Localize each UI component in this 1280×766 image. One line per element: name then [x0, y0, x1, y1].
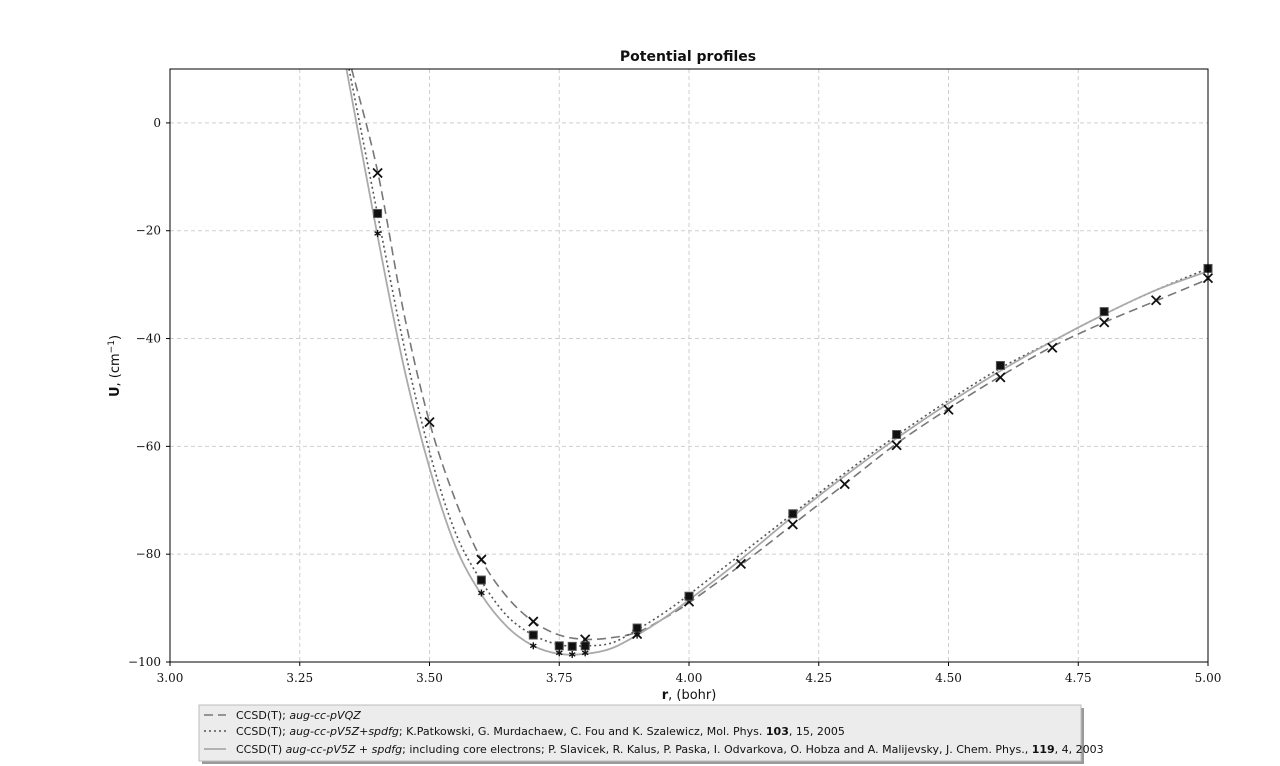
square-marker: [1099, 307, 1109, 317]
legend-entry-1: CCSD(T); aug-cc-pVQZ: [236, 709, 361, 722]
x-tick-label: 3.75: [546, 671, 573, 685]
square-marker: [373, 208, 383, 218]
star-marker: [478, 589, 485, 597]
x-axis-label: r, (bohr): [662, 688, 717, 703]
x-marker: [891, 440, 902, 451]
y-tick-label: 0: [153, 116, 161, 130]
x-marker: [424, 416, 435, 428]
square-marker: [528, 630, 538, 640]
x-marker: [476, 554, 487, 565]
series-markers: [372, 167, 1214, 658]
square-marker: [995, 361, 1005, 370]
star-marker: [633, 631, 641, 639]
star-marker: [581, 649, 589, 657]
y-tick-label: −60: [136, 439, 161, 453]
x-tick-label: 4.50: [935, 671, 962, 685]
x-marker: [528, 616, 539, 627]
x-marker: [1099, 317, 1110, 328]
square-marker: [788, 509, 798, 519]
x-tick-label: 5.00: [1195, 671, 1222, 685]
chart-title: Potential profiles: [620, 49, 756, 65]
legend: CCSD(T); aug-cc-pVQZ CCSD(T); aug-cc-pV5Z…: [198, 704, 1104, 764]
y-axis-label: U, (cm−1): [107, 335, 123, 397]
x-marker: [839, 478, 850, 490]
x-marker: [735, 558, 747, 570]
star-marker: [555, 649, 563, 657]
star-marker: [529, 642, 537, 650]
x-tick-label: 3.50: [416, 671, 443, 685]
star-marker: [374, 229, 381, 237]
x-tick-label: 4.00: [676, 671, 703, 685]
y-tick-label: −80: [136, 547, 161, 561]
y-axis-ticks: 0 −20 −40 −60 −80 −100: [128, 116, 170, 669]
series-curves: [345, 69, 1208, 656]
square-marker: [567, 641, 577, 651]
square-marker: [632, 623, 642, 633]
legend-entry-2: CCSD(T); aug-cc-pV5Z+spdfg; K.Patkowski,…: [236, 725, 845, 738]
x-marker: [1047, 342, 1058, 353]
square-marker: [892, 430, 902, 440]
y-tick-label: −20: [136, 224, 161, 238]
x-marker: [995, 372, 1006, 383]
x-tick-label: 4.25: [805, 671, 832, 685]
legend-entry-3: CCSD(T) aug-cc-pV5Z + spdfg; including c…: [236, 743, 1104, 756]
x-tick-label: 3.25: [286, 671, 313, 685]
y-tick-label: −40: [136, 332, 161, 346]
square-marker: [684, 591, 694, 601]
star-marker: [568, 650, 576, 658]
legend-box: [198, 704, 1082, 762]
x-marker: [787, 519, 798, 530]
x-marker: [943, 404, 954, 415]
series-line-2: [348, 69, 1208, 647]
x-marker: [1150, 295, 1162, 306]
square-marker: [554, 641, 564, 651]
series-line-3: [345, 69, 1208, 656]
x-tick-label: 3.00: [157, 671, 184, 685]
x-marker: [372, 167, 383, 179]
square-marker: [476, 575, 486, 585]
square-marker: [580, 641, 590, 651]
y-tick-label: −100: [128, 655, 161, 669]
x-tick-label: 4.75: [1065, 671, 1092, 685]
grid-lines: [169, 69, 1209, 663]
x-axis-ticks: 3.00 3.25 3.50 3.75 4.00 4.25 4.50 4.75 5.00: [157, 662, 1222, 685]
